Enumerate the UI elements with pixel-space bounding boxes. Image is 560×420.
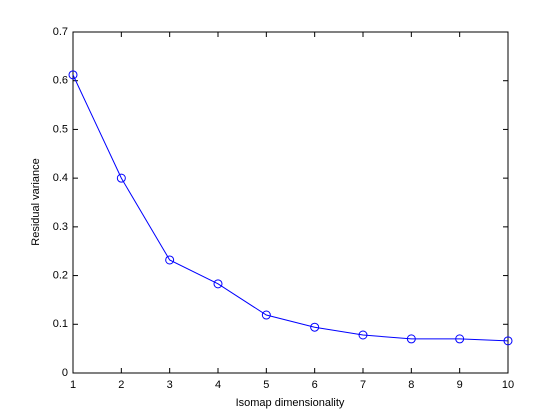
- x-tick-label: 2: [118, 379, 124, 391]
- data-marker: [406, 334, 416, 344]
- data-marker: [116, 173, 126, 183]
- y-tick-label: 0.5: [53, 123, 68, 135]
- x-tick-label: 5: [263, 379, 269, 391]
- x-tick-label: 6: [312, 379, 318, 391]
- y-tick-label: 0.4: [53, 172, 68, 184]
- y-tick-label: 0: [62, 367, 68, 379]
- data-marker: [165, 255, 175, 265]
- y-tick-label: 0.3: [53, 221, 68, 233]
- x-tick-label: 7: [360, 379, 366, 391]
- data-marker: [261, 310, 271, 320]
- axes-box: [72, 31, 509, 374]
- data-marker: [455, 334, 465, 344]
- data-marker: [68, 70, 78, 80]
- x-tick-label: 4: [215, 379, 221, 391]
- x-tick-label: 3: [167, 379, 173, 391]
- x-axis-label: Isomap dimensionality: [236, 397, 345, 409]
- y-tick-label: 0.7: [53, 26, 68, 38]
- y-tick-label: 0.1: [53, 318, 68, 330]
- y-axis-label: Residual variance: [30, 158, 42, 245]
- data-marker: [310, 322, 320, 332]
- data-marker: [213, 279, 223, 289]
- data-marker: [358, 330, 368, 340]
- x-tick-label: 1: [70, 379, 76, 391]
- x-tick-label: 8: [408, 379, 414, 391]
- data-marker: [503, 336, 513, 346]
- y-tick-label: 0.2: [53, 269, 68, 281]
- x-tick-label: 9: [457, 379, 463, 391]
- data-line: [72, 74, 509, 342]
- y-tick-label: 0.6: [53, 75, 68, 87]
- x-tick-label: 10: [502, 379, 514, 391]
